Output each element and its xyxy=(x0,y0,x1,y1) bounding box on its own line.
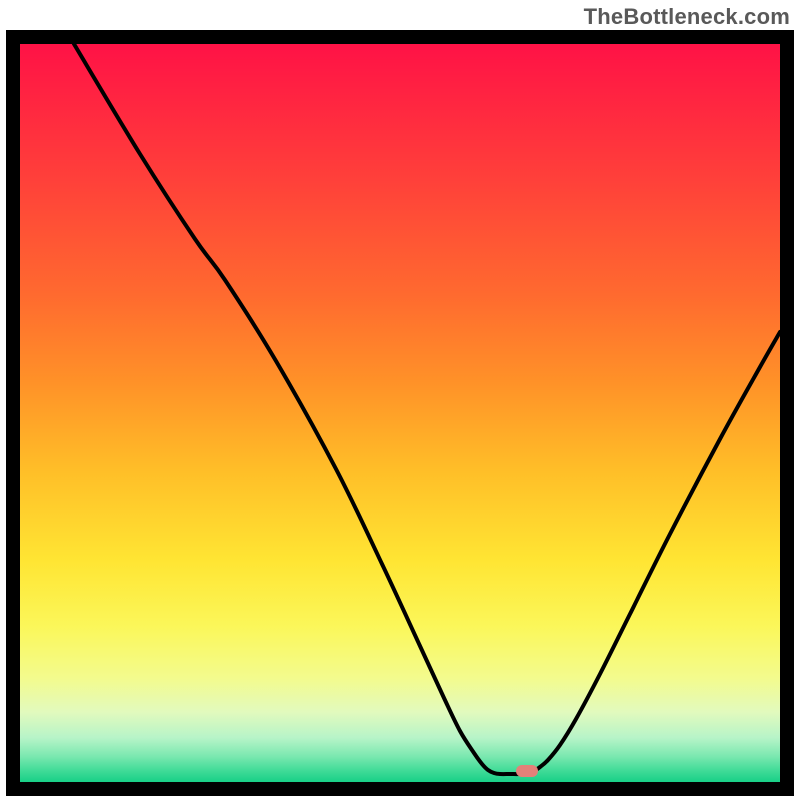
chart-container: TheBottleneck.com xyxy=(0,0,800,800)
curve-layer xyxy=(20,44,780,782)
bottleneck-curve xyxy=(74,44,780,774)
plot-area xyxy=(20,44,780,782)
optimum-marker xyxy=(516,765,538,777)
watermark-text: TheBottleneck.com xyxy=(584,4,790,30)
